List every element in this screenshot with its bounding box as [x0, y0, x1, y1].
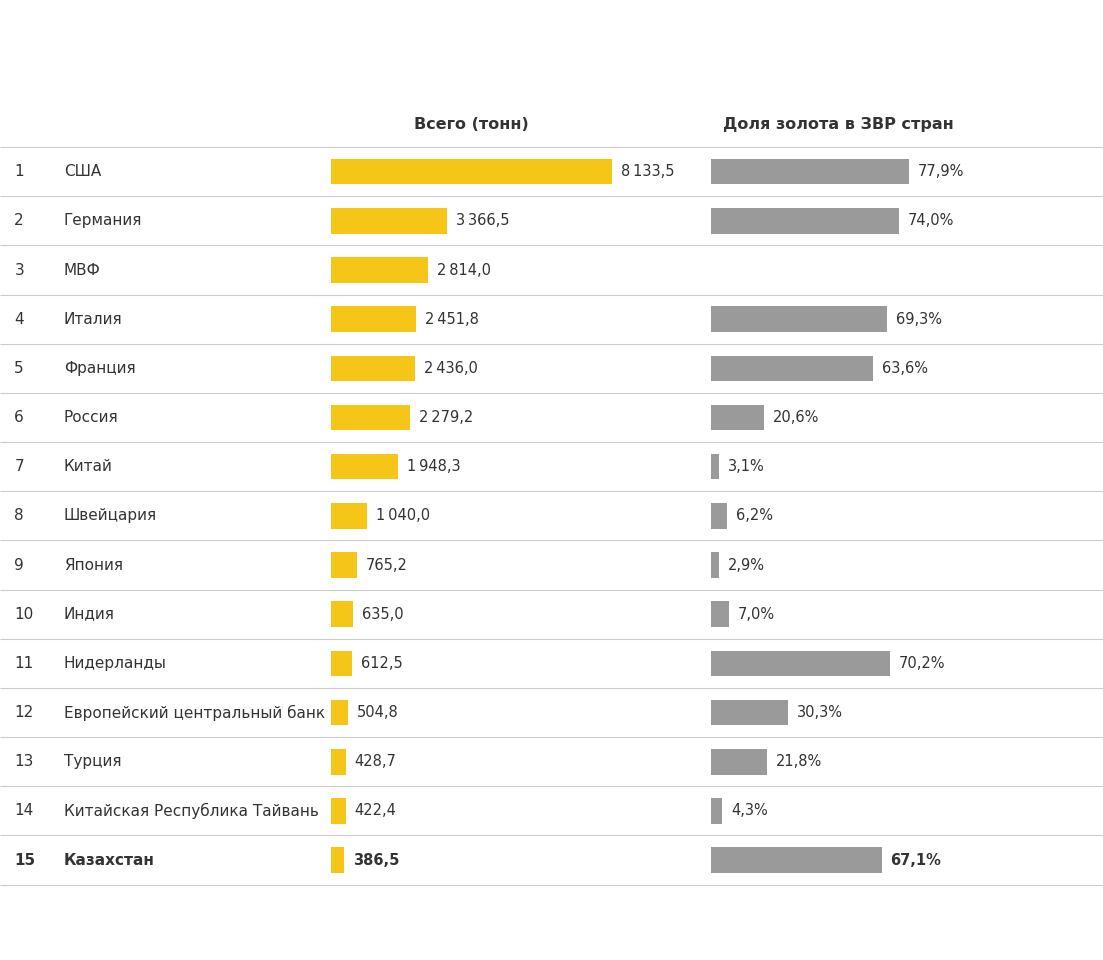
Bar [711, 405, 763, 430]
Text: 12: 12 [14, 705, 33, 720]
Text: 6: 6 [14, 410, 24, 425]
Text: 8 133,5: 8 133,5 [621, 164, 675, 180]
Bar [711, 355, 872, 381]
Bar [331, 454, 398, 479]
Text: Россия: Россия [64, 410, 119, 425]
Bar [331, 798, 345, 824]
Text: Турция: Турция [64, 755, 121, 769]
Text: Золотые резервы стран  и их доля в общем объёме национальных резервов. ТОП-15: Золотые резервы стран и их доля в общем … [14, 30, 943, 49]
Text: 69,3%: 69,3% [896, 312, 942, 326]
Text: 13: 13 [14, 755, 34, 769]
Text: 5: 5 [14, 361, 24, 376]
Bar [331, 848, 344, 873]
Bar [331, 749, 345, 775]
Text: Индия: Индия [64, 607, 115, 622]
Text: МВФ: МВФ [64, 262, 100, 277]
Bar [711, 749, 767, 775]
Bar [331, 257, 428, 283]
Text: Finprom.kz: Finprom.kz [975, 924, 1089, 941]
Text: 6,2%: 6,2% [736, 509, 773, 523]
Text: 635,0: 635,0 [362, 607, 404, 622]
Bar [331, 552, 357, 578]
Bar [331, 651, 352, 676]
Bar [711, 651, 889, 676]
Text: Япония: Япония [64, 558, 122, 572]
Text: 2 451,8: 2 451,8 [425, 312, 479, 326]
Text: 2 279,2: 2 279,2 [418, 410, 473, 425]
Bar [711, 700, 789, 726]
Text: США: США [64, 164, 101, 180]
Text: 77,9%: 77,9% [918, 164, 964, 180]
Text: 2 436,0: 2 436,0 [424, 361, 478, 376]
Bar [331, 503, 367, 529]
Text: Казахстан: Казахстан [64, 852, 154, 868]
Text: 1 948,3: 1 948,3 [407, 459, 461, 474]
Text: Нидерланды: Нидерланды [64, 656, 167, 671]
Text: Франция: Франция [64, 361, 136, 376]
Text: Начало  марта  2020: Начало марта 2020 [14, 54, 238, 72]
Text: 3: 3 [14, 262, 24, 277]
Text: 15: 15 [14, 852, 35, 868]
Text: 63,6%: 63,6% [881, 361, 928, 376]
Bar [711, 798, 722, 824]
Text: 67,1%: 67,1% [890, 852, 941, 868]
Text: 4,3%: 4,3% [731, 804, 768, 818]
Text: 74,0%: 74,0% [908, 213, 954, 228]
Bar [331, 700, 349, 726]
Text: 20,6%: 20,6% [772, 410, 818, 425]
Bar [711, 159, 909, 184]
Text: 70,2%: 70,2% [898, 656, 945, 671]
Text: Германия: Германия [64, 213, 142, 228]
Bar [711, 503, 727, 529]
Text: Италия: Италия [64, 312, 122, 326]
Text: 2 814,0: 2 814,0 [437, 262, 491, 277]
Text: 3 366,5: 3 366,5 [457, 213, 510, 228]
Text: 7: 7 [14, 459, 24, 474]
Text: 422,4: 422,4 [354, 804, 396, 818]
Text: Европейский центральный банк: Европейский центральный банк [64, 705, 325, 721]
Text: 504,8: 504,8 [357, 705, 399, 720]
Bar [331, 159, 612, 184]
Text: 765,2: 765,2 [366, 558, 408, 572]
Text: 2,9%: 2,9% [728, 558, 764, 572]
Text: 9: 9 [14, 558, 24, 572]
Text: 1: 1 [14, 164, 24, 180]
Text: Китай: Китай [64, 459, 113, 474]
Text: Доля золота в ЗВР стран: Доля золота в ЗВР стран [722, 117, 954, 132]
Text: 30,3%: 30,3% [797, 705, 843, 720]
Text: 11: 11 [14, 656, 33, 671]
Bar [331, 601, 353, 627]
Text: Всего (тонн): Всего (тонн) [414, 117, 529, 132]
Text: 4: 4 [14, 312, 24, 326]
Bar [331, 208, 448, 233]
Bar [331, 355, 415, 381]
Bar [711, 454, 719, 479]
Text: 7,0%: 7,0% [738, 607, 775, 622]
Bar [331, 405, 409, 430]
Text: 612,5: 612,5 [361, 656, 403, 671]
Text: 1 040,0: 1 040,0 [376, 509, 430, 523]
Bar [711, 208, 899, 233]
Bar [331, 306, 416, 332]
Text: 3,1%: 3,1% [728, 459, 764, 474]
Text: 10: 10 [14, 607, 33, 622]
Text: 14: 14 [14, 804, 33, 818]
Bar [711, 552, 719, 578]
Text: 21,8%: 21,8% [775, 755, 822, 769]
Text: Швейцария: Швейцария [64, 509, 157, 523]
Text: 8: 8 [14, 509, 24, 523]
Bar [711, 848, 881, 873]
Text: Китайская Республика Тайвань: Китайская Республика Тайвань [64, 803, 319, 819]
Text: 2: 2 [14, 213, 24, 228]
Bar [711, 601, 729, 627]
Text: 428,7: 428,7 [354, 755, 396, 769]
Text: На основе данных  World Gold Council: На основе данных World Gold Council [14, 924, 317, 940]
Text: 386,5: 386,5 [353, 852, 399, 868]
Bar [711, 306, 887, 332]
